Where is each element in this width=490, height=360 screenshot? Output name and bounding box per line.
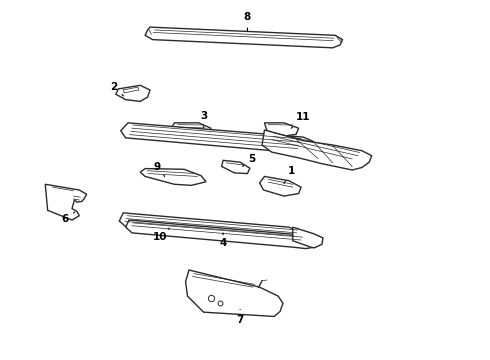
Polygon shape [260,176,301,196]
Polygon shape [125,220,317,249]
Text: 10: 10 [152,228,170,242]
Text: 3: 3 [200,111,207,127]
Polygon shape [221,160,250,174]
Text: 11: 11 [291,112,311,128]
Text: 6: 6 [61,212,74,224]
Text: 5: 5 [243,154,256,166]
Polygon shape [265,123,298,136]
Text: 4: 4 [220,233,227,248]
Polygon shape [186,270,283,316]
Polygon shape [45,184,87,220]
Polygon shape [145,27,343,48]
Text: 9: 9 [154,162,165,176]
Polygon shape [262,130,372,170]
Text: 7: 7 [237,309,244,325]
Polygon shape [116,85,150,102]
Text: 2: 2 [110,82,123,96]
Polygon shape [293,227,323,248]
Polygon shape [121,123,313,153]
Polygon shape [172,123,211,136]
Text: 1: 1 [284,166,295,184]
Text: 8: 8 [244,13,251,31]
Polygon shape [119,213,311,243]
Polygon shape [140,168,206,185]
